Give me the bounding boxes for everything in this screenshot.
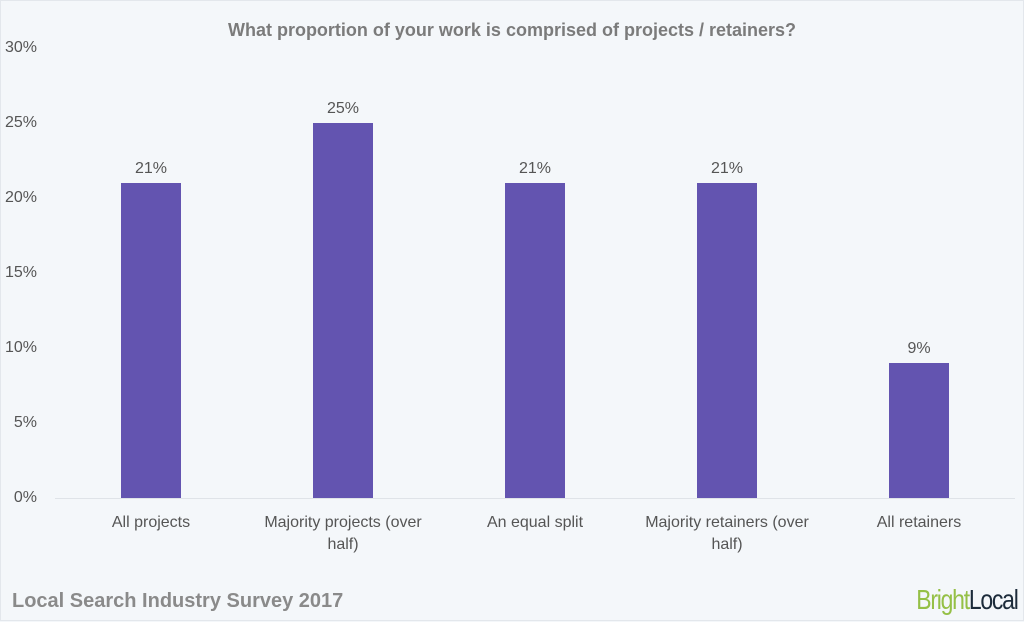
bar: [313, 123, 373, 498]
bar-value-label: 9%: [907, 340, 931, 357]
bar: [889, 363, 949, 498]
bar-value-label: 21%: [134, 160, 168, 177]
x-category-label: Majority retainers (over half): [645, 514, 809, 553]
bar-value-label: 21%: [518, 160, 552, 177]
bar-value-label: 21%: [710, 160, 744, 177]
y-tick-label: 5%: [13, 414, 37, 431]
x-category-label: All retainers: [876, 514, 962, 531]
bar: [505, 183, 565, 498]
x-category-label: Majority projects (over half): [264, 514, 422, 553]
bar: [121, 183, 181, 498]
x-axis-baseline: [55, 498, 1015, 499]
chart-title: What proportion of your work is comprise…: [227, 20, 797, 40]
y-tick-label: 15%: [4, 264, 37, 281]
x-category-label: All projects: [111, 514, 191, 531]
brightlocal-logo: BrightLocal: [916, 584, 1020, 615]
bar: [697, 183, 757, 498]
y-tick-label: 10%: [4, 339, 37, 356]
y-tick-label: 0%: [13, 489, 37, 506]
y-tick-label: 20%: [4, 189, 37, 206]
x-category-label: An equal split: [486, 514, 584, 531]
y-tick-label: 30%: [4, 39, 37, 56]
bar-value-label: 25%: [326, 100, 360, 117]
top-border: [0, 0, 1024, 1]
survey-source: Local Search Industry Survey 2017: [12, 590, 344, 612]
y-tick-label: 25%: [4, 114, 37, 131]
